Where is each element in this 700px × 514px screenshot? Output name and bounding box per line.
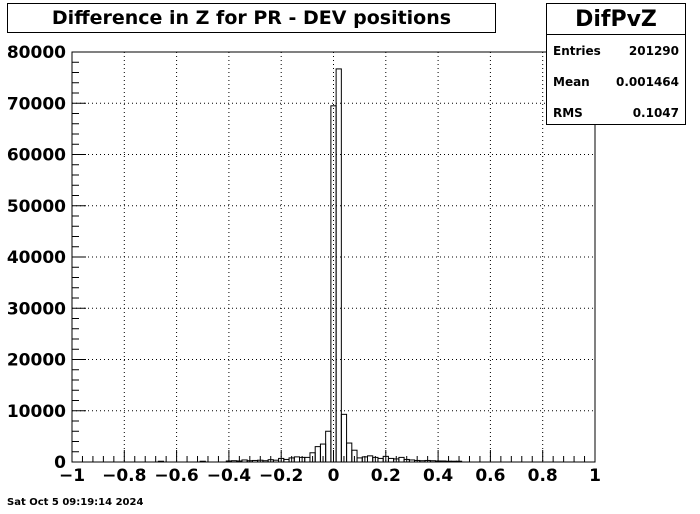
histogram-bin [293,456,301,463]
histogram-bin [455,460,463,463]
x-tick-label: −0.2 [259,466,303,486]
x-tick-label: 1 [589,466,601,486]
stats-entries-label: Entries [553,44,601,58]
y-tick-label: 10000 [7,402,66,422]
histogram-bin [157,460,165,463]
histogram-bin [351,449,358,463]
histogram-bin [272,459,280,463]
grid-lines [72,51,595,462]
x-tick-label: 0.8 [528,466,558,486]
stats-row-rms: RMS 0.1047 [547,97,685,128]
histogram-bin [346,442,353,463]
histogram-bin [408,459,416,463]
histogram-bin [335,68,342,463]
stats-rms-label: RMS [553,106,583,120]
stats-histogram-name: DifPvZ [547,4,685,35]
x-tick-label: 0.4 [423,466,453,486]
stats-row-entries: Entries 201290 [547,35,685,66]
timestamp-footer: Sat Oct 5 09:19:14 2024 [7,497,144,508]
stats-rms-value: 0.1047 [632,106,679,120]
y-tick-label: 0 [54,453,66,473]
x-tick-label: −1 [59,466,85,486]
y-tick-label: 70000 [7,94,66,114]
y-tick-label: 80000 [7,43,66,63]
x-tick-label: −0.4 [207,466,252,486]
histogram-bin [304,456,311,463]
x-tick-label: 0.6 [475,466,505,486]
histogram-bin [419,460,426,463]
histogram-bin [445,460,452,463]
y-tick-label: 60000 [7,146,66,166]
y-tick-label: 20000 [7,351,66,371]
histogram-bin [325,430,332,463]
x-tick-label: −0.8 [102,466,146,486]
x-tick-label: −0.6 [154,466,198,486]
x-tick-label: 0.2 [371,466,401,486]
histogram-bin [387,457,395,463]
tick-labels: −1 −0.8 −0.6 −0.4 −0.2 0 0.2 0.4 0.6 0.8 1 0 10000 20… [7,43,601,486]
histogram-bin [241,459,248,463]
histogram-bin [340,413,348,463]
stats-row-mean: Mean 0.001464 [547,66,685,97]
histogram-bin [440,460,447,463]
chart-title: Difference in Z for PR - DEV positions [7,3,496,33]
histogram-bin [314,446,321,463]
histogram-bin [262,460,269,463]
y-tick-label: 50000 [7,197,66,217]
histogram-bin [398,456,405,463]
histogram-bars [157,68,463,463]
stats-entries-value: 201290 [628,44,679,58]
stats-mean-label: Mean [553,75,590,89]
histogram-bin [377,457,384,463]
stats-box: DifPvZ Entries 201290 Mean 0.001464 RMS … [546,3,686,125]
histogram-bin [429,460,436,463]
histogram-bin [450,460,457,463]
histogram-bin [231,460,238,463]
stats-mean-value: 0.001464 [615,75,679,89]
histogram-bin [283,458,290,463]
histogram-bin [251,459,259,463]
y-tick-label: 30000 [7,299,66,319]
x-tick-label: 0 [328,466,340,486]
histogram-bin [199,460,206,463]
histogram-bin [366,455,374,463]
histogram-bin [356,457,363,463]
y-tick-label: 40000 [7,248,66,268]
